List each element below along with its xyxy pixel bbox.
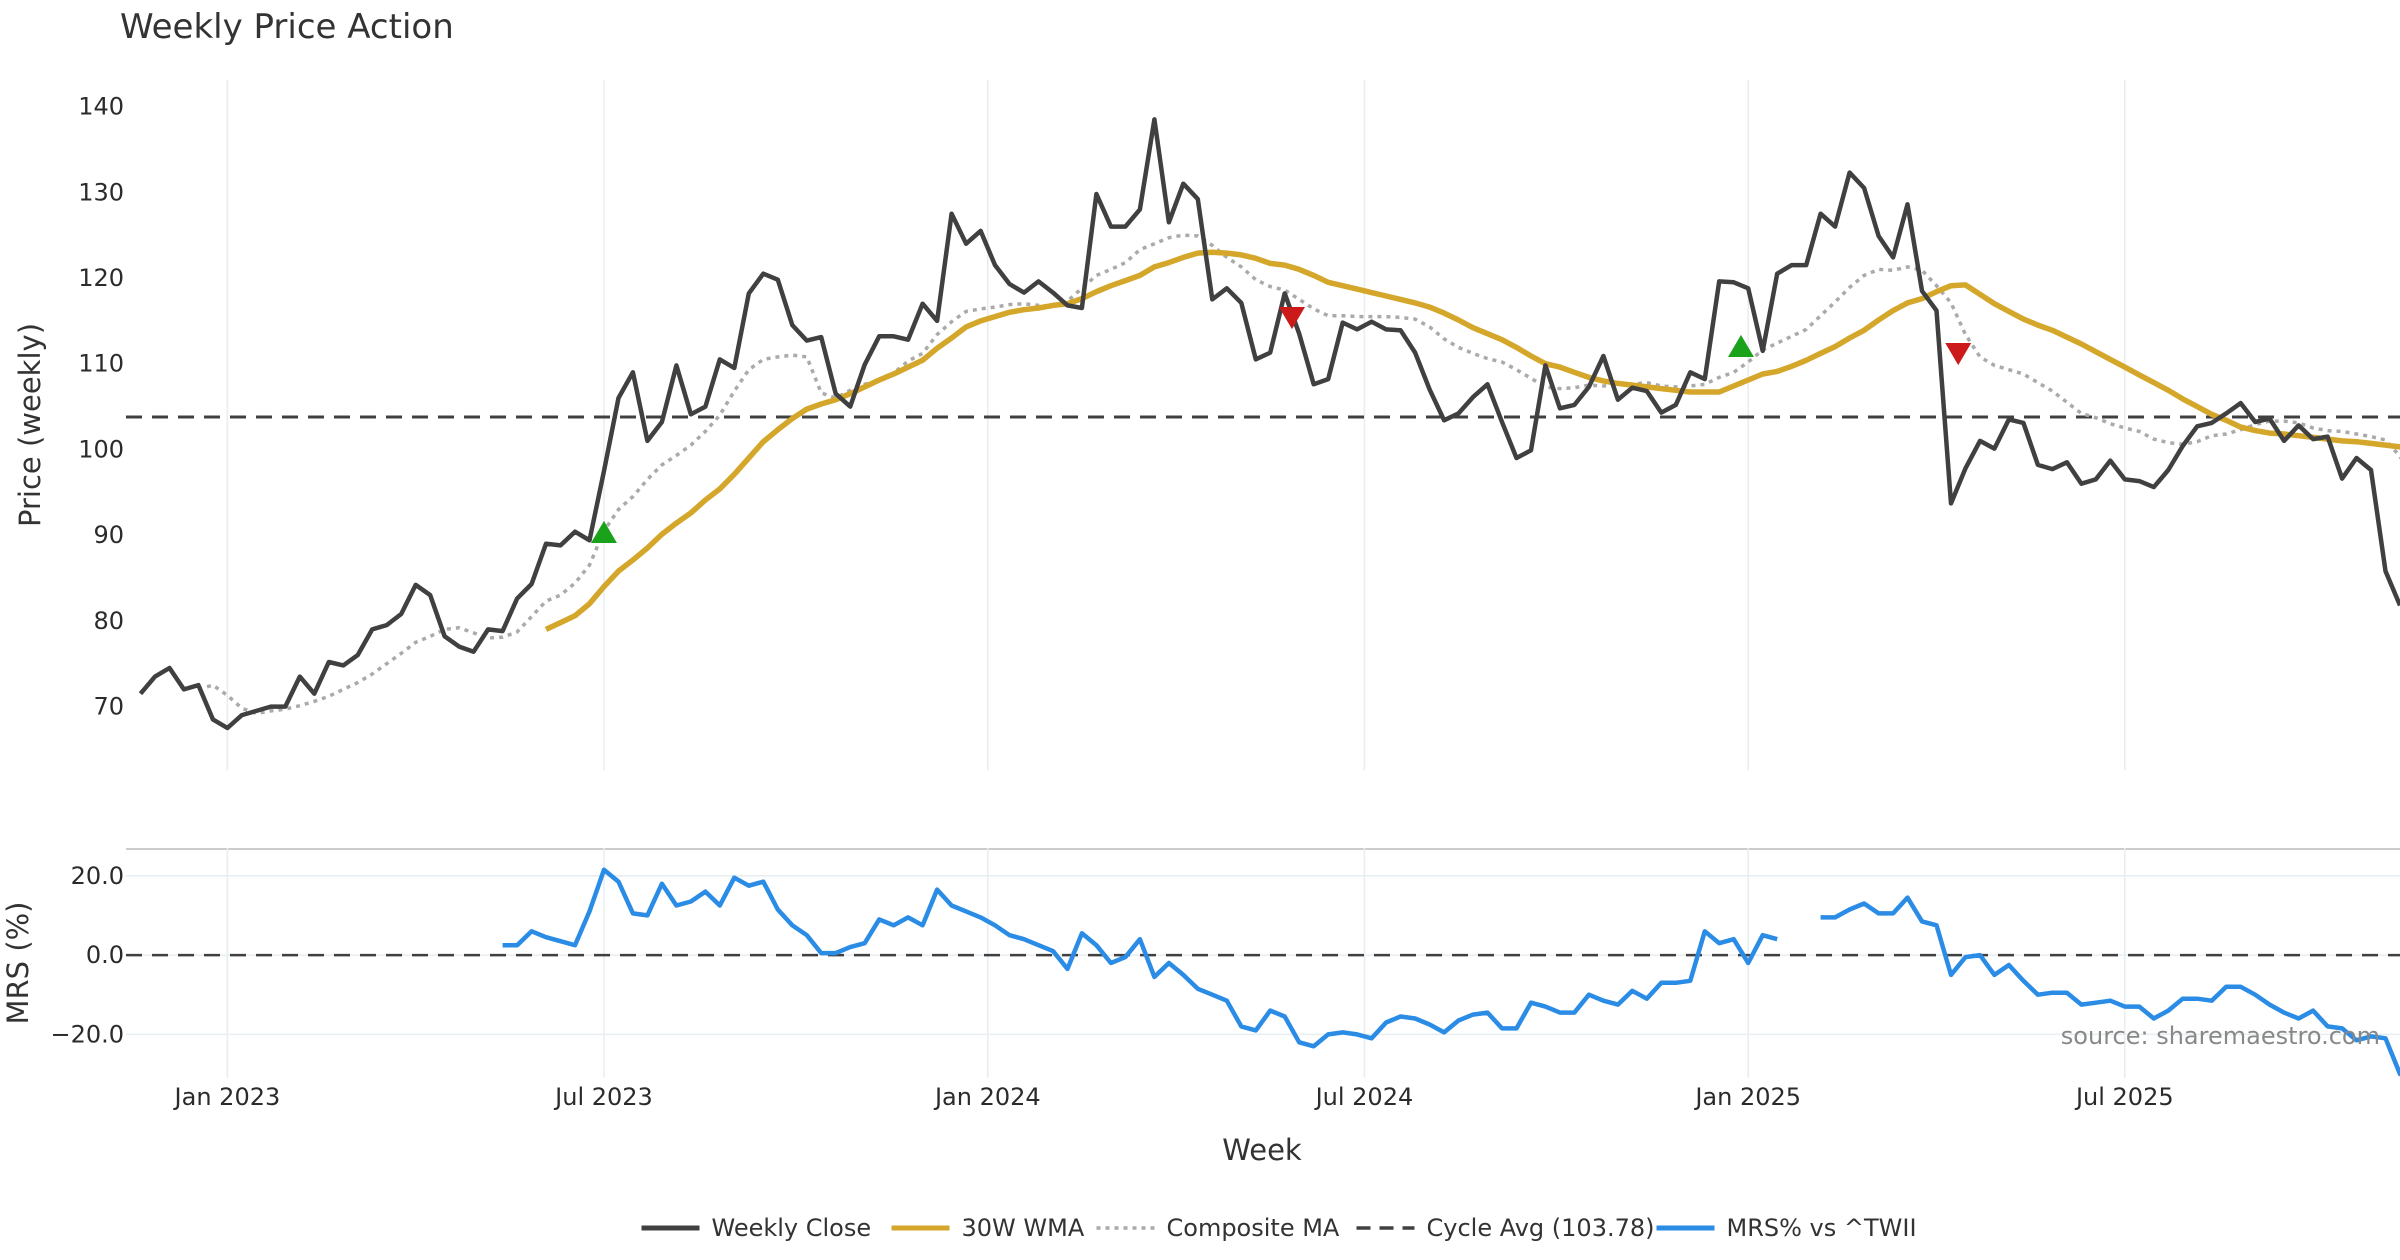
legend-item-3: Cycle Avg (103.78) — [1356, 1214, 1655, 1242]
mrs-ytick-1: 0.0 — [86, 941, 124, 969]
legend-item-4: MRS% vs ^TWII — [1656, 1214, 1917, 1242]
price-ytick-90: 90 — [93, 521, 124, 549]
price-gridlines — [226, 80, 2126, 770]
price-ytick-120: 120 — [78, 264, 124, 292]
legend-item-0: Weekly Close — [641, 1214, 872, 1242]
source-credit: source: sharemaestro.com — [2061, 1022, 2380, 1050]
x-tick-1: Jul 2023 — [553, 1083, 653, 1111]
chart-title: Weekly Price Action — [120, 7, 454, 47]
legend-label-0: Weekly Close — [712, 1214, 872, 1242]
x-tick-3: Jul 2024 — [1314, 1083, 1414, 1111]
x-tick-2: Jan 2024 — [933, 1083, 1041, 1111]
price-y-tick-labels: 70 80 90 100 110 120 130 140 — [78, 93, 124, 721]
x-tick-labels: Jan 2023 Jul 2023 Jan 2024 Jul 2024 Jan 2025… — [173, 1083, 2174, 1111]
buy-signal-0 — [590, 520, 617, 543]
mrs-gridlines — [126, 848, 2400, 1078]
x-tick-0: Jan 2023 — [173, 1083, 281, 1111]
price-ytick-100: 100 — [78, 435, 124, 463]
mrs-ytick-2: −20.0 — [50, 1020, 124, 1048]
price-ytick-140: 140 — [78, 93, 124, 121]
mrs-y-tick-labels: 20.0 0.0 −20.0 — [50, 862, 124, 1049]
x-axis-title: Week — [1222, 1133, 1302, 1167]
signal-markers — [590, 307, 1972, 543]
buy-signal-1 — [1727, 334, 1754, 357]
weekly-close-line — [138, 117, 2400, 731]
legend-label-2: Composite MA — [1167, 1214, 1340, 1242]
price-ytick-70: 70 — [93, 693, 124, 721]
wma30-line — [544, 249, 2400, 632]
legend-label-1: 30W WMA — [962, 1214, 1085, 1242]
legend-label-4: MRS% vs ^TWII — [1727, 1214, 1917, 1242]
mrs-line — [502, 867, 2400, 1077]
x-tick-5: Jul 2025 — [2074, 1083, 2174, 1111]
legend-item-2: Composite MA — [1096, 1214, 1340, 1242]
price-ytick-130: 130 — [78, 178, 124, 206]
price-y-axis-title: Price (weekly) — [13, 323, 47, 527]
price-ytick-110: 110 — [78, 350, 124, 378]
x-tick-4: Jan 2025 — [1693, 1083, 1801, 1111]
legend-label-3: Cycle Avg (103.78) — [1427, 1214, 1655, 1242]
mrs-ytick-0: 20.0 — [71, 862, 124, 890]
sell-signal-1 — [1945, 343, 1972, 366]
mrs-y-axis-title: MRS (%) — [1, 902, 35, 1025]
legend: Weekly Close 30W WMA Composite MA Cycle Avg… — [641, 1214, 1917, 1242]
legend-item-1: 30W WMA — [891, 1214, 1085, 1242]
price-ytick-80: 80 — [93, 607, 124, 635]
sell-signal-0 — [1278, 307, 1305, 330]
composite-ma-line — [197, 233, 2400, 716]
